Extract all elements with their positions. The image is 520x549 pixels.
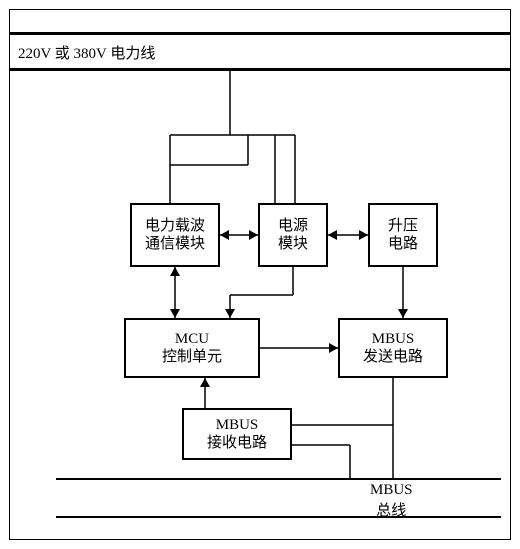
block-boost: 升压 电路 (368, 203, 438, 267)
mbus-line-bottom (56, 516, 501, 518)
mbus-bus-label: MBUS 总线 (370, 482, 413, 520)
powerline-bottom (9, 68, 511, 71)
block-tx-line1: MBUS (372, 330, 415, 348)
block-plc: 电力载波 通信模块 (130, 203, 220, 267)
block-rx: MBUS 接收电路 (182, 408, 292, 460)
powerline-label: 220V 或 380V 电力线 (18, 42, 155, 63)
block-psu-line2: 模块 (278, 235, 308, 253)
block-plc-line2: 通信模块 (145, 235, 205, 253)
block-tx: MBUS 发送电路 (338, 318, 448, 378)
mbus-line-top (56, 478, 501, 480)
powerline-top (9, 32, 511, 35)
block-mcu-line1: MCU (175, 330, 209, 348)
block-boost-line1: 升压 (388, 217, 418, 235)
block-plc-line1: 电力载波 (145, 217, 205, 235)
block-mcu-line2: 控制单元 (162, 348, 222, 366)
block-boost-line2: 电路 (388, 235, 418, 253)
block-psu-line1: 电源 (278, 217, 308, 235)
block-mcu: MCU 控制单元 (124, 318, 260, 378)
block-psu: 电源 模块 (258, 203, 328, 267)
block-tx-line2: 发送电路 (363, 348, 423, 366)
mbus-label-line1: MBUS (370, 482, 413, 498)
block-rx-line2: 接收电路 (207, 434, 267, 452)
diagram-frame (9, 9, 511, 540)
block-rx-line1: MBUS (216, 416, 259, 434)
